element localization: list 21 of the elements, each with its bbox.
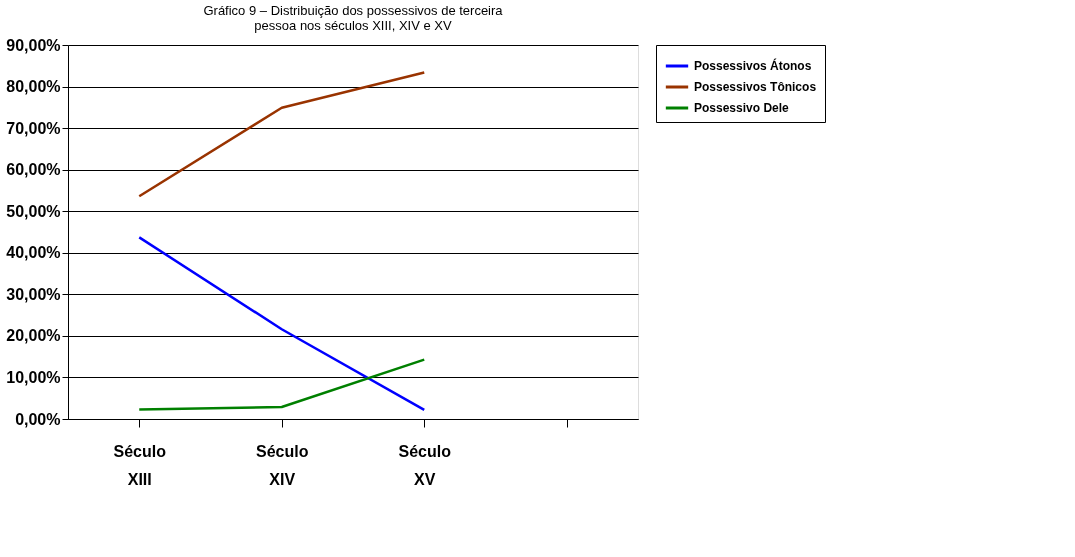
y-tick-label: 20,00% <box>6 327 61 345</box>
y-tick-label: 10,00% <box>6 368 61 386</box>
text: pessoa nos séculos XIII, XIV e XV <box>254 18 452 33</box>
y-tick-label: 0,00% <box>15 410 61 428</box>
y-tick-label: 80,00% <box>6 78 61 96</box>
category-label: XV <box>414 470 436 488</box>
legend-label: Possessivos Tônicos <box>694 80 817 94</box>
legend-label: Possessivo Dele <box>694 101 790 115</box>
y-tick-label: 40,00% <box>6 244 61 262</box>
y-tick-label: 70,00% <box>6 119 61 137</box>
y-tick-label: 50,00% <box>6 202 61 220</box>
category-label: Século <box>256 442 309 460</box>
y-tick-label: 60,00% <box>6 161 61 179</box>
category-label: Século <box>113 442 166 460</box>
category-label: XIV <box>269 470 296 488</box>
category-label: XIII <box>127 470 152 488</box>
legend-label: Possessivos Átonos <box>694 58 812 73</box>
y-tick-label: 90,00% <box>6 36 61 54</box>
text: Gráfico 9 – Distribuição dos possessivos de terceira <box>203 3 503 18</box>
y-tick-label: 30,00% <box>6 285 61 303</box>
category-label: Século <box>398 442 451 460</box>
